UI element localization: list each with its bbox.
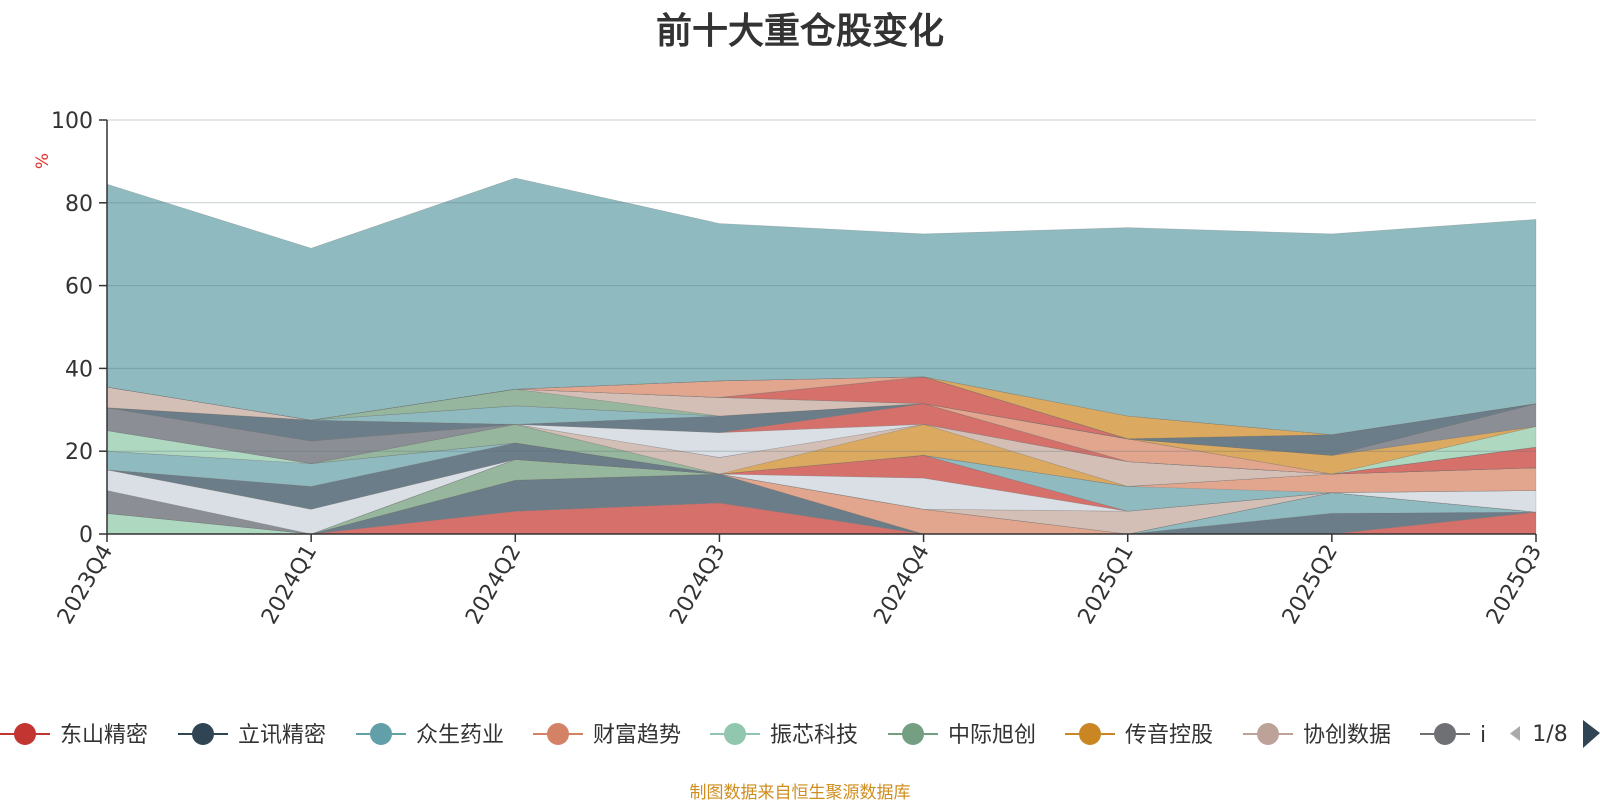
- legend-label: 众生药业: [416, 723, 504, 748]
- x-tick-label: 2025Q2: [1278, 541, 1343, 629]
- x-tick-label: 2024Q4: [869, 541, 934, 629]
- area-series-24: [106, 403, 1537, 475]
- legend-marker: [902, 723, 924, 745]
- area-series-27: [106, 386, 1537, 456]
- legend-next-page-icon[interactable]: [1583, 720, 1600, 748]
- y-tick-label: 20: [65, 440, 93, 465]
- grid-layer: [107, 119, 1536, 452]
- legend-marker: [547, 723, 569, 745]
- legend-label: 传音控股: [1125, 723, 1213, 748]
- legend-prev-page-icon[interactable]: [1510, 726, 1520, 741]
- legend-marker: [14, 723, 36, 745]
- legend-label: 协创数据: [1303, 723, 1391, 748]
- area-layer: [106, 177, 1537, 535]
- legend: 东山精密 立讯精密 众生药业 财富趋势 振芯科技 中际旭创 传音控股 协创数据 i: [0, 723, 1486, 748]
- legend-marker: [1257, 723, 1279, 745]
- x-tick-label: 2025Q1: [1074, 541, 1139, 629]
- y-tick-label: 100: [51, 109, 93, 134]
- area-series-20: [106, 403, 1537, 475]
- area-series-13: [106, 442, 1537, 493]
- legend-label: 东山精密: [60, 723, 148, 748]
- legend-item[interactable]: 财富趋势: [533, 723, 681, 748]
- legend-item[interactable]: 振芯科技: [710, 723, 858, 748]
- legend-label: 中际旭创: [948, 723, 1036, 748]
- x-tick-label: 2024Q2: [461, 541, 526, 629]
- legend-item[interactable]: 东山精密: [0, 723, 148, 748]
- legend-label: 立讯精密: [238, 723, 326, 748]
- legend-item[interactable]: 中际旭创: [888, 723, 1036, 748]
- chart-title: 前十大重仓股变化: [655, 11, 944, 52]
- legend-item[interactable]: 传音控股: [1065, 723, 1213, 748]
- y-tick-label: 40: [65, 357, 93, 382]
- x-tick-label: 2025Q3: [1482, 541, 1547, 629]
- area-series-28: [106, 386, 1537, 456]
- area-series-39: [106, 177, 1537, 435]
- legend-pager: 1/8: [1510, 720, 1600, 748]
- legend-item[interactable]: 协创数据: [1243, 723, 1391, 748]
- legend-item[interactable]: 众生药业: [356, 723, 504, 748]
- y-tick-label: 60: [65, 275, 93, 300]
- legend-marker: [370, 723, 392, 745]
- y-tick-label: 80: [65, 192, 93, 217]
- legend-item[interactable]: 立讯精密: [178, 723, 326, 748]
- legend-marker: [1434, 723, 1456, 745]
- x-tick-label: 2023Q4: [53, 541, 118, 629]
- legend-marker: [1079, 723, 1101, 745]
- legend-marker: [724, 723, 746, 745]
- legend-page-indicator: 1/8: [1532, 722, 1567, 747]
- x-tick-label: 2024Q1: [257, 541, 322, 629]
- legend-item[interactable]: i: [1420, 723, 1486, 748]
- legend-label: 振芯科技: [770, 723, 858, 748]
- x-tick-label: 2024Q3: [665, 541, 730, 629]
- data-source-note: 制图数据来自恒生聚源数据库: [689, 783, 911, 803]
- legend-label: i: [1480, 723, 1486, 748]
- area-series-8: [106, 459, 1537, 535]
- legend-label: 财富趋势: [593, 723, 681, 748]
- y-axis-label: %: [33, 153, 53, 169]
- legend-marker: [192, 723, 214, 745]
- y-tick-label: 0: [79, 523, 93, 548]
